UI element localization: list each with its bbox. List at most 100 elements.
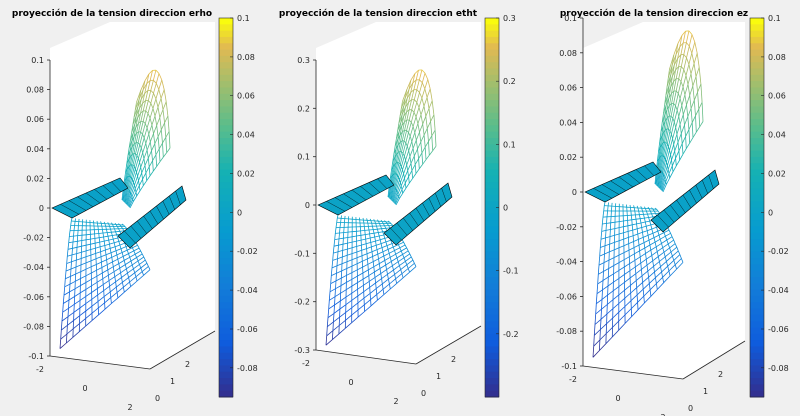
surface-line (85, 260, 92, 264)
surface-line (107, 266, 114, 271)
z-tick-label: -0.2 (294, 298, 310, 307)
surface-line (367, 269, 370, 276)
surface-line (124, 189, 129, 204)
surface-line (100, 249, 106, 253)
surface-line (413, 155, 416, 165)
surface-line (369, 293, 371, 300)
colorbar-segment (750, 169, 764, 177)
surface-line (152, 166, 158, 172)
surface-line (122, 277, 129, 283)
colorbar-segment (485, 346, 499, 354)
surface-line (660, 170, 663, 172)
surface-line (390, 283, 397, 290)
surface-line (131, 260, 139, 266)
colorbar-segment (485, 18, 499, 25)
surface-line (648, 283, 651, 290)
surface-line (63, 291, 70, 296)
surface-line (671, 90, 675, 94)
surface-line (603, 259, 610, 263)
surface-line (425, 154, 430, 160)
surface-line (624, 285, 631, 291)
colorbar-segment (485, 201, 499, 208)
surface-line (394, 162, 397, 165)
surface-line (117, 237, 120, 242)
surface-line (675, 93, 679, 106)
colorbar-segment (485, 138, 499, 145)
surface-line (661, 239, 668, 244)
surface-line (379, 223, 381, 227)
surface-line (340, 218, 342, 223)
colorbar-segment (750, 43, 764, 51)
surface-line (102, 229, 104, 234)
surface-line (431, 135, 434, 151)
surface-line (81, 250, 87, 253)
surface-panel-erho: proyección de la tension direccion erho … (12, 8, 258, 412)
surface-line (130, 146, 133, 157)
surface-line (138, 113, 141, 124)
surface-line (633, 244, 640, 248)
surface-line (162, 137, 167, 144)
surface-line (609, 249, 615, 253)
surface-line (631, 224, 634, 231)
surface-line (640, 221, 646, 224)
surface-line (368, 271, 375, 276)
surface-line (143, 256, 146, 261)
surface-line (401, 268, 409, 275)
surface-line (69, 225, 72, 231)
surface-line (428, 135, 433, 142)
surface-line (668, 165, 673, 174)
surface-line (124, 171, 126, 181)
surface-line (414, 158, 419, 165)
panel-title: proyección de la tension direccion ez (560, 8, 748, 19)
surface-line (124, 178, 127, 181)
surface-line (135, 122, 139, 128)
surface-line (673, 90, 677, 104)
surface-line (132, 126, 137, 133)
colorbar-tick-label: 0.1 (768, 14, 781, 23)
surface-line (148, 160, 153, 167)
colorbar-tick-label: 0.08 (237, 53, 255, 62)
surface-line (414, 69, 419, 74)
surface-line (101, 226, 103, 230)
surface-line (402, 142, 407, 154)
surface-line (140, 121, 144, 133)
surface-line (642, 283, 650, 290)
surface-line (395, 273, 403, 280)
z-tick-label: -0.08 (23, 322, 44, 331)
surface-line (368, 266, 375, 271)
surface-line (366, 251, 373, 255)
surface-line (673, 260, 676, 265)
surface-line (424, 79, 429, 89)
surface-line (663, 252, 666, 257)
surface-line (403, 140, 407, 144)
surface-line (660, 176, 665, 191)
surface-line (341, 268, 347, 272)
surface-line (633, 239, 639, 242)
surface-line (398, 151, 402, 163)
surface-line (594, 313, 597, 325)
surface-line (404, 111, 407, 122)
surface-line (657, 150, 659, 162)
surface-line (675, 116, 680, 128)
surface-line (150, 103, 154, 109)
surface-line (390, 169, 392, 178)
surface-line (136, 190, 141, 197)
surface-line (677, 81, 682, 94)
surface-line (139, 185, 144, 192)
surface-line (328, 291, 331, 301)
surface-line (692, 85, 695, 101)
surface-line (367, 256, 373, 260)
surface-line (409, 266, 417, 273)
surface-line (141, 271, 144, 276)
surface-line (142, 180, 148, 186)
surface-line (113, 237, 118, 240)
surface-mesh (584, 30, 720, 358)
surface-line (663, 275, 671, 283)
surface-line (422, 116, 427, 125)
x-tick-label: -2 (569, 375, 577, 384)
surface-line (101, 259, 107, 263)
surface-line (655, 277, 657, 284)
surface-line (119, 264, 126, 269)
surface-line (679, 35, 683, 47)
